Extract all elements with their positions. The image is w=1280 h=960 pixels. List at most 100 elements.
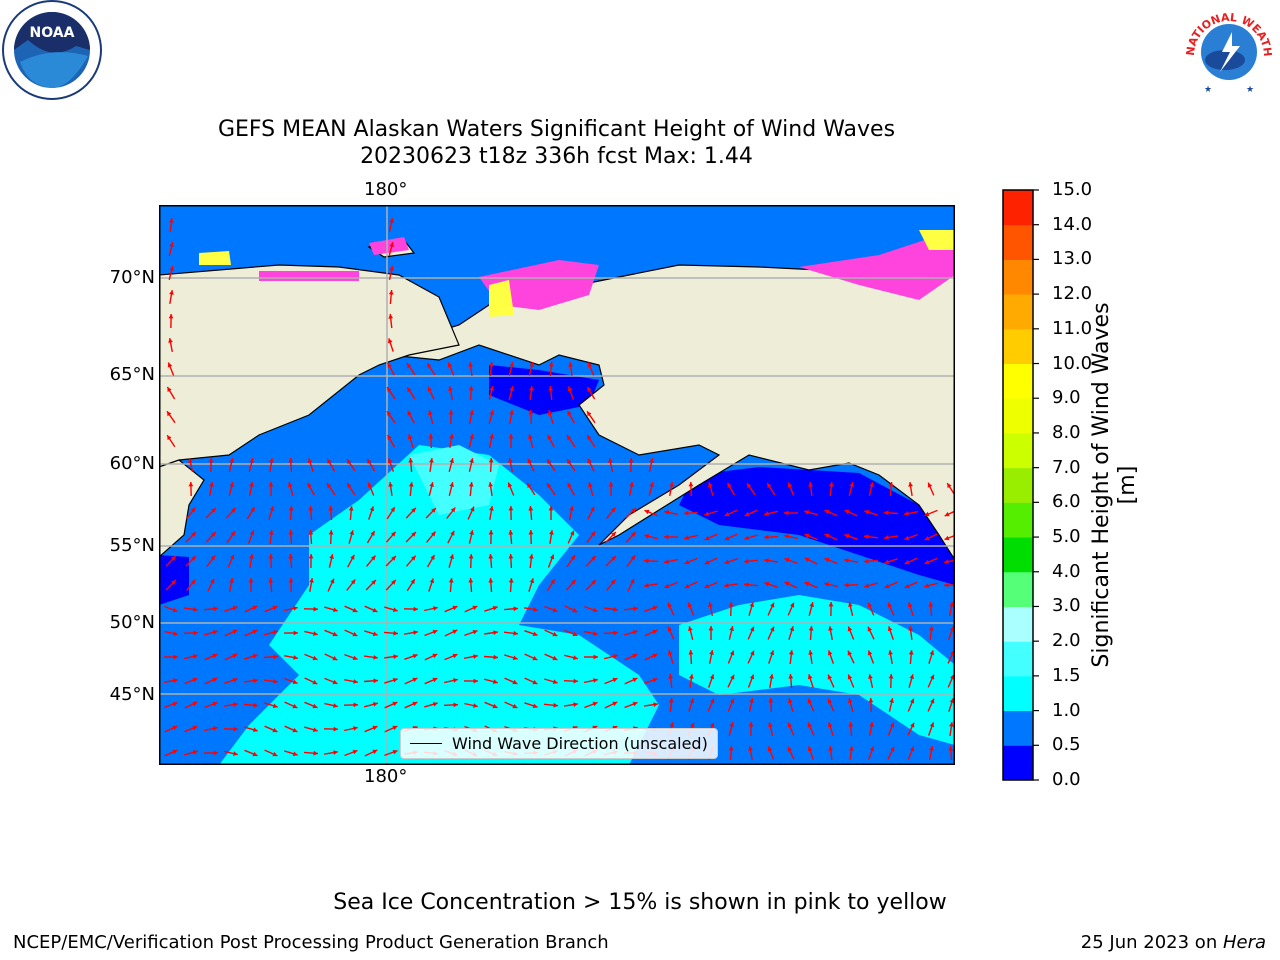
wave-direction-arrowhead [432,702,438,707]
wave-direction-arrowhead [847,626,853,632]
wave-direction-arrowhead [587,387,592,392]
wave-direction-arrowhead [632,630,638,635]
wave-direction-arrowhead [288,458,294,463]
colorbar-tick-label: 7.0 [1052,456,1081,478]
wave-direction-arrowhead [848,602,853,607]
colorbar-segment [1003,224,1033,260]
wave-direction-arrowhead [569,530,575,536]
wave-direction-arrowhead [567,410,572,416]
wave-direction-arrowhead [232,653,238,659]
wave-direction-arrowhead [571,579,576,585]
wave-direction-arrowhead [808,650,813,655]
colorbar-tick-label: 0.5 [1052,734,1081,756]
wave-direction-arrowhead [387,434,392,440]
wave-direction-arrowhead [827,650,833,656]
wave-direction-arrowhead [864,534,869,540]
wave-direction-arrowhead [929,746,934,751]
wave-direction-arrowhead [272,630,278,635]
map-legend: Wind Wave Direction (unscaled) [400,728,718,759]
wave-direction-arrowhead [704,511,710,516]
wave-direction-arrowhead [332,679,338,685]
wave-direction-arrowhead [313,606,318,612]
wave-direction-arrowhead [944,582,949,588]
wave-direction-arrowhead [528,506,534,511]
noaa-logo: NOAA [2,0,102,100]
wave-direction-arrowhead [552,655,558,661]
wave-direction-arrowhead [249,458,254,464]
wave-direction-arrowhead [588,482,593,488]
wave-direction-arrowhead [410,555,416,561]
wave-direction-arrowhead [292,703,298,709]
wave-direction-arrowhead [747,483,752,489]
wave-direction-arrowhead [764,511,770,516]
noaa-logo-text: NOAA [30,25,75,41]
wave-direction-arrowhead [644,509,650,515]
wave-direction-arrowhead [708,482,713,488]
wave-direction-arrowhead [549,530,554,535]
wave-direction-arrowhead [193,607,198,612]
wave-direction-arrowhead [493,654,498,660]
wave-direction-arrowhead [352,655,358,661]
wave-direction-arrowhead [688,650,694,655]
wave-direction-arrowhead [591,580,596,585]
wave-direction-arrowhead [788,674,794,679]
wave-direction-arrowhead [469,458,474,463]
colorbar-tick-label: 15.0 [1052,179,1093,200]
wave-direction-arrowhead [173,654,178,660]
wave-direction-arrowhead [611,556,616,561]
wave-direction-arrowhead [252,727,258,732]
wave-direction-arrowhead [473,654,478,659]
wave-direction-arrowhead [547,434,552,440]
wave-direction-arrowhead [231,507,236,513]
wave-direction-arrowhead [249,530,255,536]
wave-direction-arrowhead [824,557,830,563]
wave-direction-arrowhead [393,630,398,636]
wave-direction-arrowhead [552,679,558,684]
wave-direction-arrowhead [333,750,338,755]
wave-direction-arrowhead [748,722,754,727]
wave-direction-arrowhead [389,266,394,271]
wave-direction-arrowhead [927,482,933,488]
wave-direction-arrowhead [649,458,654,463]
wave-direction-arrowhead [664,583,670,589]
wave-direction-arrowhead [808,482,813,487]
wave-direction-arrowhead [704,535,710,541]
wave-direction-arrowhead [512,655,518,661]
wave-direction-arrowhead [828,746,833,751]
wave-direction-arrowhead [210,578,215,584]
wave-direction-arrowhead [488,578,494,583]
wave-direction-arrowhead [767,746,773,752]
colorbar-segment [1003,675,1033,712]
wave-direction-arrowhead [612,701,618,707]
colorbar-segment [1003,537,1033,573]
svg-text:★: ★ [1204,85,1212,95]
wave-direction-arrowhead [887,602,893,608]
wave-direction-arrowhead [292,679,298,685]
wave-direction-arrowhead [408,482,414,487]
wave-direction-arrowhead [784,581,790,587]
wave-direction-arrowhead [847,674,853,680]
wave-direction-arrowhead [192,750,198,755]
wave-direction-arrowhead [272,605,278,611]
wave-direction-arrowhead [370,531,375,536]
colorbar-tick-label: 0.0 [1052,769,1081,790]
wave-direction-arrowhead [393,654,398,660]
wave-direction-arrowhead [388,482,393,487]
wave-direction-arrowhead [252,751,258,757]
wave-direction-arrowhead [329,554,334,559]
lat-label-70: 70°N [109,267,155,288]
wave-direction-arrowhead [573,655,578,660]
wave-direction-arrowhead [884,535,889,540]
wave-direction-arrowhead [593,678,598,683]
wave-direction-arrowhead [868,674,873,679]
wave-direction-arrowhead [173,678,178,683]
wave-direction-arrowhead [212,653,218,659]
wave-direction-arrowhead [929,626,934,631]
wave-direction-arrowhead [944,511,950,517]
wave-direction-arrowhead [428,410,433,416]
wave-direction-arrowhead [253,678,258,684]
wave-direction-arrowhead [333,703,338,708]
colorbar-tick-label: 1.5 [1052,664,1081,686]
wave-direction-arrowhead [552,631,558,637]
wave-direction-arrowhead [329,578,335,584]
